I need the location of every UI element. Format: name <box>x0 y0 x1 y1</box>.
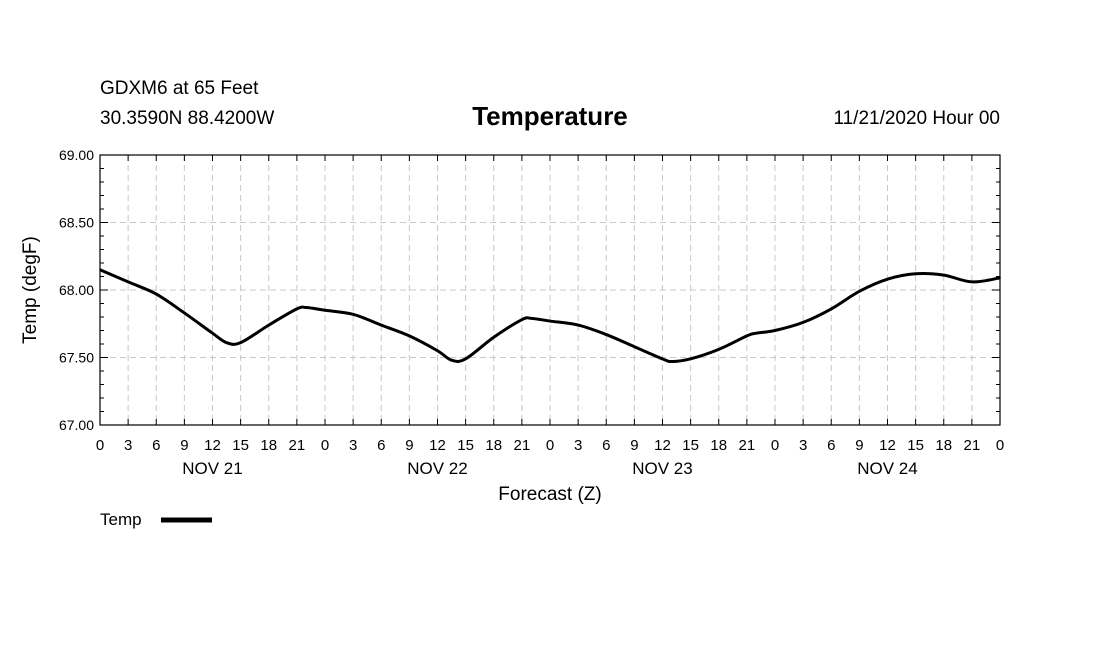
x-tick-label: 9 <box>630 437 638 454</box>
y-tick-label: 68.50 <box>59 215 94 231</box>
data-point <box>436 349 439 352</box>
series-layer <box>99 268 1001 364</box>
data-point <box>755 332 758 335</box>
x-tick-label: 15 <box>907 437 924 454</box>
data-point <box>211 332 214 335</box>
data-point <box>633 345 636 348</box>
axes: 0 3 6 9 12 15 18 21 0 3 6 9 12 15 18 21 0 3 6 9 12 15 18 21 0 3 6 9… <box>59 147 1004 478</box>
x-tick-label: 18 <box>260 437 277 454</box>
data-point <box>802 321 804 324</box>
data-point <box>661 358 664 360</box>
x-tick-label: 12 <box>429 437 446 454</box>
data-point <box>549 320 551 322</box>
x-tick-label: 9 <box>855 437 863 454</box>
data-point <box>408 335 411 337</box>
x-tick-label: 18 <box>935 437 952 454</box>
x-tick-label: 0 <box>96 437 104 454</box>
data-point <box>450 359 453 362</box>
x-tick-label: 21 <box>289 437 306 454</box>
x-tick-label: 6 <box>827 437 835 454</box>
x-tick-label: 15 <box>457 437 474 454</box>
data-point <box>267 324 270 326</box>
data-point <box>239 341 242 344</box>
x-tick-label: 15 <box>682 437 699 454</box>
x-tick-label: 0 <box>546 437 554 454</box>
plot-frame <box>99 154 1001 426</box>
x-tick-label: 6 <box>377 437 385 454</box>
y-tick-label: 69.00 <box>59 147 94 163</box>
data-point <box>830 308 833 310</box>
x-tick-label: 3 <box>124 437 132 454</box>
data-point <box>127 281 129 283</box>
data-point <box>971 281 973 283</box>
x-tick-label: 3 <box>349 437 357 454</box>
x-tick-label: 12 <box>879 437 896 454</box>
x-tick-label: 18 <box>485 437 502 454</box>
x-tick-label: 0 <box>996 437 1004 454</box>
data-point <box>530 317 533 320</box>
data-point <box>521 318 523 321</box>
x-tick-label: 15 <box>232 437 249 454</box>
data-point <box>296 308 298 310</box>
y-tick-label: 67.50 <box>59 350 94 366</box>
y-tick-label: 67.00 <box>59 417 94 433</box>
data-point <box>886 278 889 281</box>
data-point <box>717 348 720 351</box>
x-tick-label: 6 <box>152 437 160 454</box>
data-point <box>942 274 945 276</box>
data-point <box>689 358 692 360</box>
data-point <box>183 312 186 314</box>
station-label: GDXM6 at 65 Feet <box>100 78 259 99</box>
x-axis-label: Forecast (Z) <box>498 484 601 505</box>
data-point <box>324 309 326 312</box>
x-tick-label: 12 <box>204 437 221 454</box>
day-label: NOV 21 <box>182 459 242 478</box>
x-tick-label: 21 <box>739 437 756 454</box>
data-point <box>305 306 308 309</box>
data-point <box>774 329 776 332</box>
day-label: NOV 22 <box>407 459 467 478</box>
x-tick-label: 0 <box>771 437 779 454</box>
x-tick-label: 12 <box>654 437 671 454</box>
data-point <box>577 324 579 326</box>
data-point <box>380 324 383 326</box>
data-point <box>605 333 608 336</box>
data-point <box>858 290 861 293</box>
x-tick-label: 21 <box>514 437 531 454</box>
day-label: NOV 24 <box>857 459 917 478</box>
x-tick-label: 3 <box>799 437 807 454</box>
chart-title: Temperature <box>472 101 628 131</box>
y-tick-label: 68.00 <box>59 282 94 298</box>
grid <box>100 155 1000 425</box>
data-point <box>155 293 158 295</box>
data-point <box>225 341 228 344</box>
coordinates-label: 30.3590N 88.4200W <box>100 108 274 129</box>
x-tick-label: 9 <box>405 437 413 454</box>
x-tick-label: 9 <box>180 437 188 454</box>
x-tick-label: 6 <box>602 437 610 454</box>
data-point <box>671 360 673 363</box>
data-point <box>914 273 917 275</box>
data-point <box>464 358 467 360</box>
data-point <box>746 335 748 337</box>
x-tick-label: 21 <box>964 437 981 454</box>
data-point <box>352 313 354 316</box>
forecast-datetime: 11/21/2020 Hour 00 <box>833 108 1000 129</box>
x-tick-label: 0 <box>321 437 329 454</box>
y-axis-label: Temp (degF) <box>20 236 41 344</box>
x-tick-label: 18 <box>710 437 727 454</box>
legend-label: Temp <box>100 510 142 529</box>
day-label: NOV 23 <box>632 459 692 478</box>
data-point <box>999 277 1001 279</box>
x-tick-label: 3 <box>574 437 582 454</box>
data-point <box>99 268 101 271</box>
data-point <box>492 336 495 339</box>
